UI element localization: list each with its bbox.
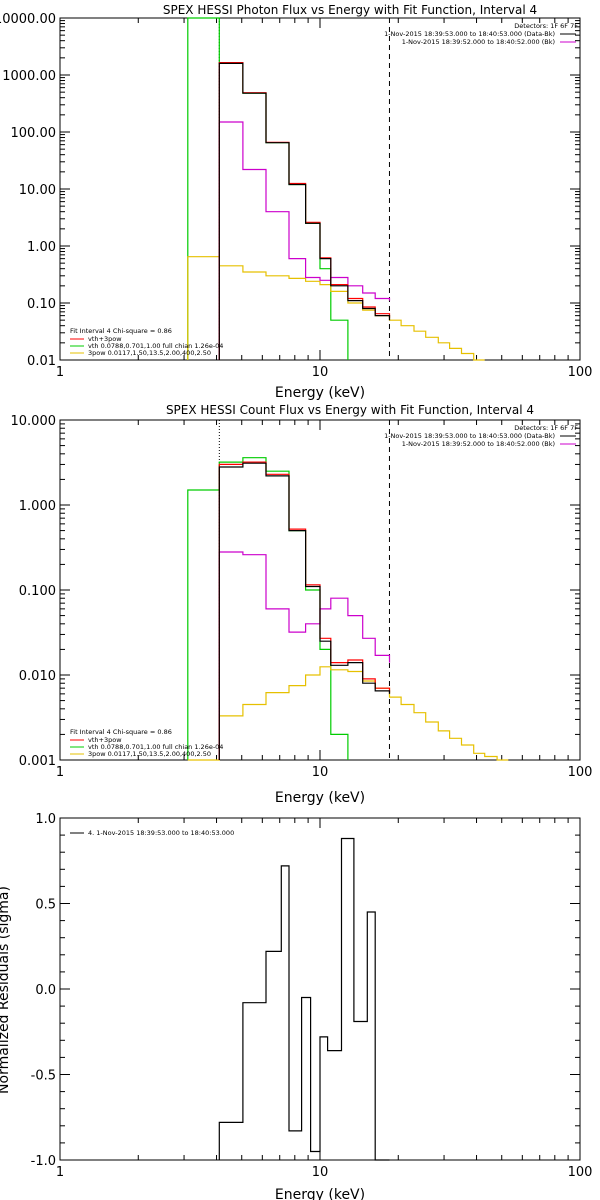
panel3-ticks: 1 10 100 1.0 0.5 0.0 -0.5 -1.0	[31, 812, 593, 1180]
y-tick-label: 10000.00	[0, 12, 56, 27]
series-data-bk	[218, 462, 391, 760]
panel2-header: Detectors: 1F 6F 7F 1-Nov-2015 18:39:53.…	[384, 424, 578, 448]
panel3-ylabel: Normalized Residuals (sigma)	[0, 886, 12, 1094]
x-tick-label: 10	[312, 1165, 329, 1180]
residuals-panel: 1 10 100 1.0 0.5 0.0 -0.5 -1.0 Energy (keV) Nor…	[0, 812, 592, 1200]
x-tick-label: 100	[568, 365, 593, 380]
y-tick-label: 1.0	[35, 812, 56, 827]
y-tick-label: 0.001	[19, 754, 56, 769]
y-tick-label: -0.5	[31, 1069, 56, 1084]
panel3-legend-label: 4. 1-Nov-2015 18:39:53.000 to 18:40:53.0…	[88, 829, 234, 837]
panel1-title: SPEX HESSI Photon Flux vs Energy with Fi…	[163, 3, 537, 17]
panel2-series	[187, 457, 509, 761]
y-tick-label: -1.0	[31, 1154, 56, 1169]
panel1-bk-interval: 1-Nov-2015 18:39:52.000 to 18:40:52.000 …	[402, 38, 555, 46]
series-data-bk	[218, 62, 391, 360]
y-tick-label: 0.01	[27, 354, 56, 369]
panel2-fit-label: Fit Interval 4 Chi-square = 0.86	[70, 728, 172, 736]
panel1-legend-vth3pow: vth+3pow	[88, 335, 122, 343]
series-4-1-nov-2015-18-39-53-000-to-18-40-53-000	[218, 837, 390, 1161]
y-tick-label: 10.00	[19, 183, 56, 198]
panel1-legend: Fit Interval 4 Chi-square = 0.86 vth+3po…	[70, 327, 223, 357]
panel1-xlabel: Energy (keV)	[275, 385, 365, 401]
x-tick-label: 1	[56, 1165, 64, 1180]
x-tick-label: 100	[568, 765, 593, 780]
panel1-legend-vth: vth 0.0788,0.701,1.00 full chian 1.26e-0…	[88, 342, 223, 350]
panel1-plot-frame	[59, 17, 581, 361]
y-tick-label: 1.000	[19, 499, 56, 514]
y-tick-label: 1000.00	[2, 69, 56, 84]
series-vth	[187, 17, 349, 360]
x-tick-label: 10	[312, 765, 329, 780]
x-tick-label: 1	[56, 765, 64, 780]
panel2-bk-interval: 1-Nov-2015 18:39:52.000 to 18:40:52.000 …	[402, 440, 555, 448]
y-tick-label: 0.010	[19, 669, 56, 684]
photon-flux-panel: SPEX HESSI Photon Flux vs Energy with Fi…	[0, 3, 592, 401]
series-bk	[218, 551, 391, 760]
panel1-legend-3pow: 3pow 0.0117,1.50,13.5,2.00,400,2.50	[88, 349, 211, 357]
panel2-title: SPEX HESSI Count Flux vs Energy with Fit…	[166, 403, 534, 417]
panel1-ticks: 1 10 100 10000.00 1000.00 100.00 10.00 1.00 0.10…	[0, 12, 592, 380]
y-tick-label: 0.100	[19, 584, 56, 599]
series-bk	[218, 121, 391, 360]
panel2-ticks: 1 10 100 10.000 1.000 0.100 0.010 0.001	[11, 414, 593, 780]
series-3pow	[187, 256, 485, 361]
panel2-data-interval: 1-Nov-2015 18:39:53.000 to 18:40:53.000 …	[384, 432, 555, 440]
y-tick-label: 1.00	[27, 240, 56, 255]
y-tick-label: 0.0	[35, 983, 56, 998]
panel2-detectors: Detectors: 1F 6F 7F	[514, 424, 578, 432]
y-tick-label: 0.10	[27, 297, 56, 312]
x-tick-label: 100	[568, 1165, 593, 1180]
panel1-data-interval: 1-Nov-2015 18:39:53.000 to 18:40:53.000 …	[384, 30, 555, 38]
panel1-detectors: Detectors: 1F 6F 7F	[514, 22, 578, 30]
x-tick-label: 1	[56, 365, 64, 380]
y-tick-label: 0.5	[35, 898, 56, 913]
panel2-legend: Fit Interval 4 Chi-square = 0.86 vth+3po…	[70, 728, 223, 758]
panel1-series	[187, 17, 485, 361]
y-tick-label: 100.00	[11, 126, 57, 141]
y-tick-label: 10.000	[11, 414, 57, 429]
x-tick-label: 10	[312, 365, 329, 380]
panel1-fit-label: Fit Interval 4 Chi-square = 0.86	[70, 327, 172, 335]
panel2-legend-vth3pow: vth+3pow	[88, 736, 122, 744]
panel2-xlabel: Energy (keV)	[275, 790, 365, 806]
panel2-legend-vth: vth 0.0788,0.701,1.00 full chian 1.26e-0…	[88, 743, 223, 751]
panel3-legend: 4. 1-Nov-2015 18:39:53.000 to 18:40:53.0…	[70, 829, 234, 837]
panel2-legend-3pow: 3pow 0.0117,1.50,13.5,2.00,400,2.50	[88, 750, 211, 758]
count-flux-panel: SPEX HESSI Count Flux vs Energy with Fit…	[11, 403, 593, 806]
series-vth-3pow	[218, 62, 391, 360]
panel1-header: Detectors: 1F 6F 7F 1-Nov-2015 18:39:53.…	[384, 22, 578, 46]
panel3-series	[218, 837, 390, 1161]
panel3-xlabel: Energy (keV)	[275, 1187, 365, 1200]
series-vth-3pow	[218, 461, 391, 760]
panel2-reference-lines	[218, 420, 390, 760]
